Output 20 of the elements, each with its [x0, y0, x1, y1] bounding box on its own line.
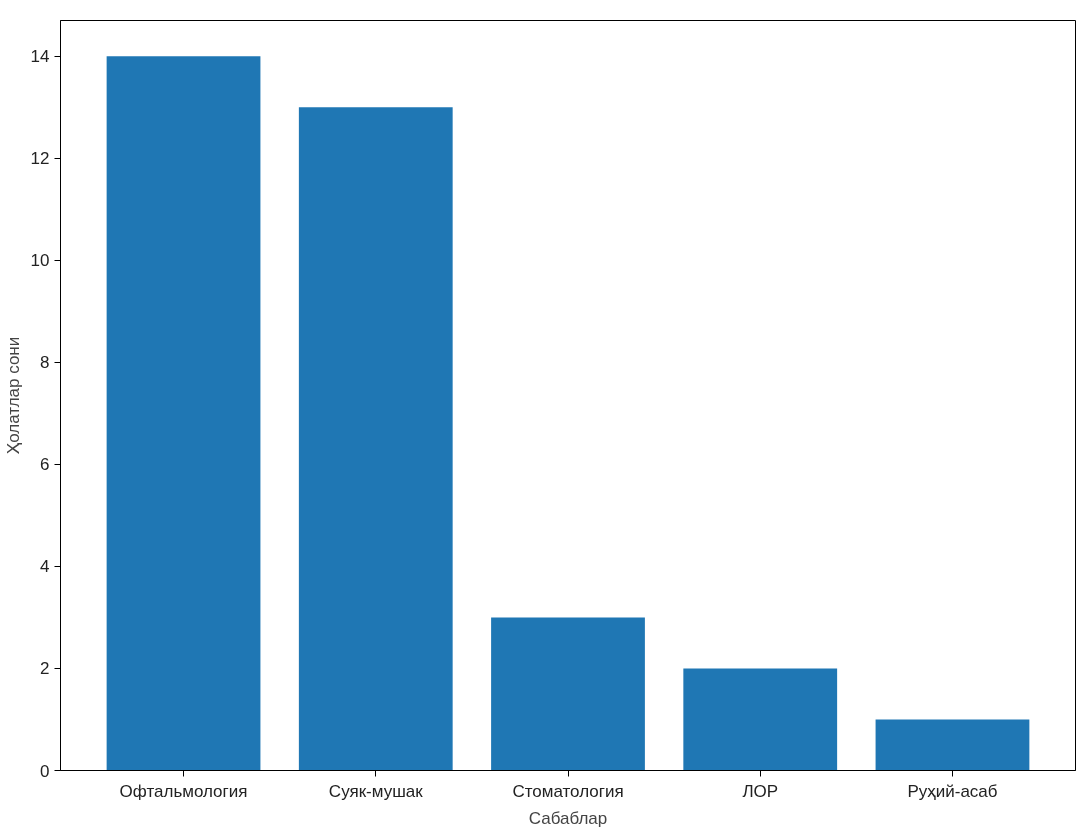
y-tick-label: 14	[30, 47, 50, 67]
y-tick-label: 6	[40, 455, 50, 475]
bar	[106, 56, 261, 771]
x-tick-label: ЛОР	[742, 781, 779, 801]
x-tick-label: Руҳий-асаб	[907, 781, 998, 801]
bar	[875, 719, 1030, 771]
x-tick-label: Суяк-мушак	[328, 781, 424, 801]
y-tick-label: 0	[40, 761, 50, 781]
x-tick-label: Офтальмология	[119, 781, 248, 801]
y-tick-label: 12	[30, 149, 50, 169]
y-tick-label: 10	[30, 251, 50, 271]
bar	[491, 617, 645, 771]
bar	[298, 107, 453, 771]
y-tick-label: 2	[40, 659, 50, 679]
y-tick-label: 4	[40, 557, 50, 577]
bar	[683, 668, 838, 771]
x-tick-label: Стоматология	[512, 781, 624, 801]
y-tick-label: 8	[40, 353, 50, 373]
y-axis-title: Ҳолатлар сони	[3, 336, 23, 455]
x-axis-title: Сабаблар	[528, 808, 608, 828]
